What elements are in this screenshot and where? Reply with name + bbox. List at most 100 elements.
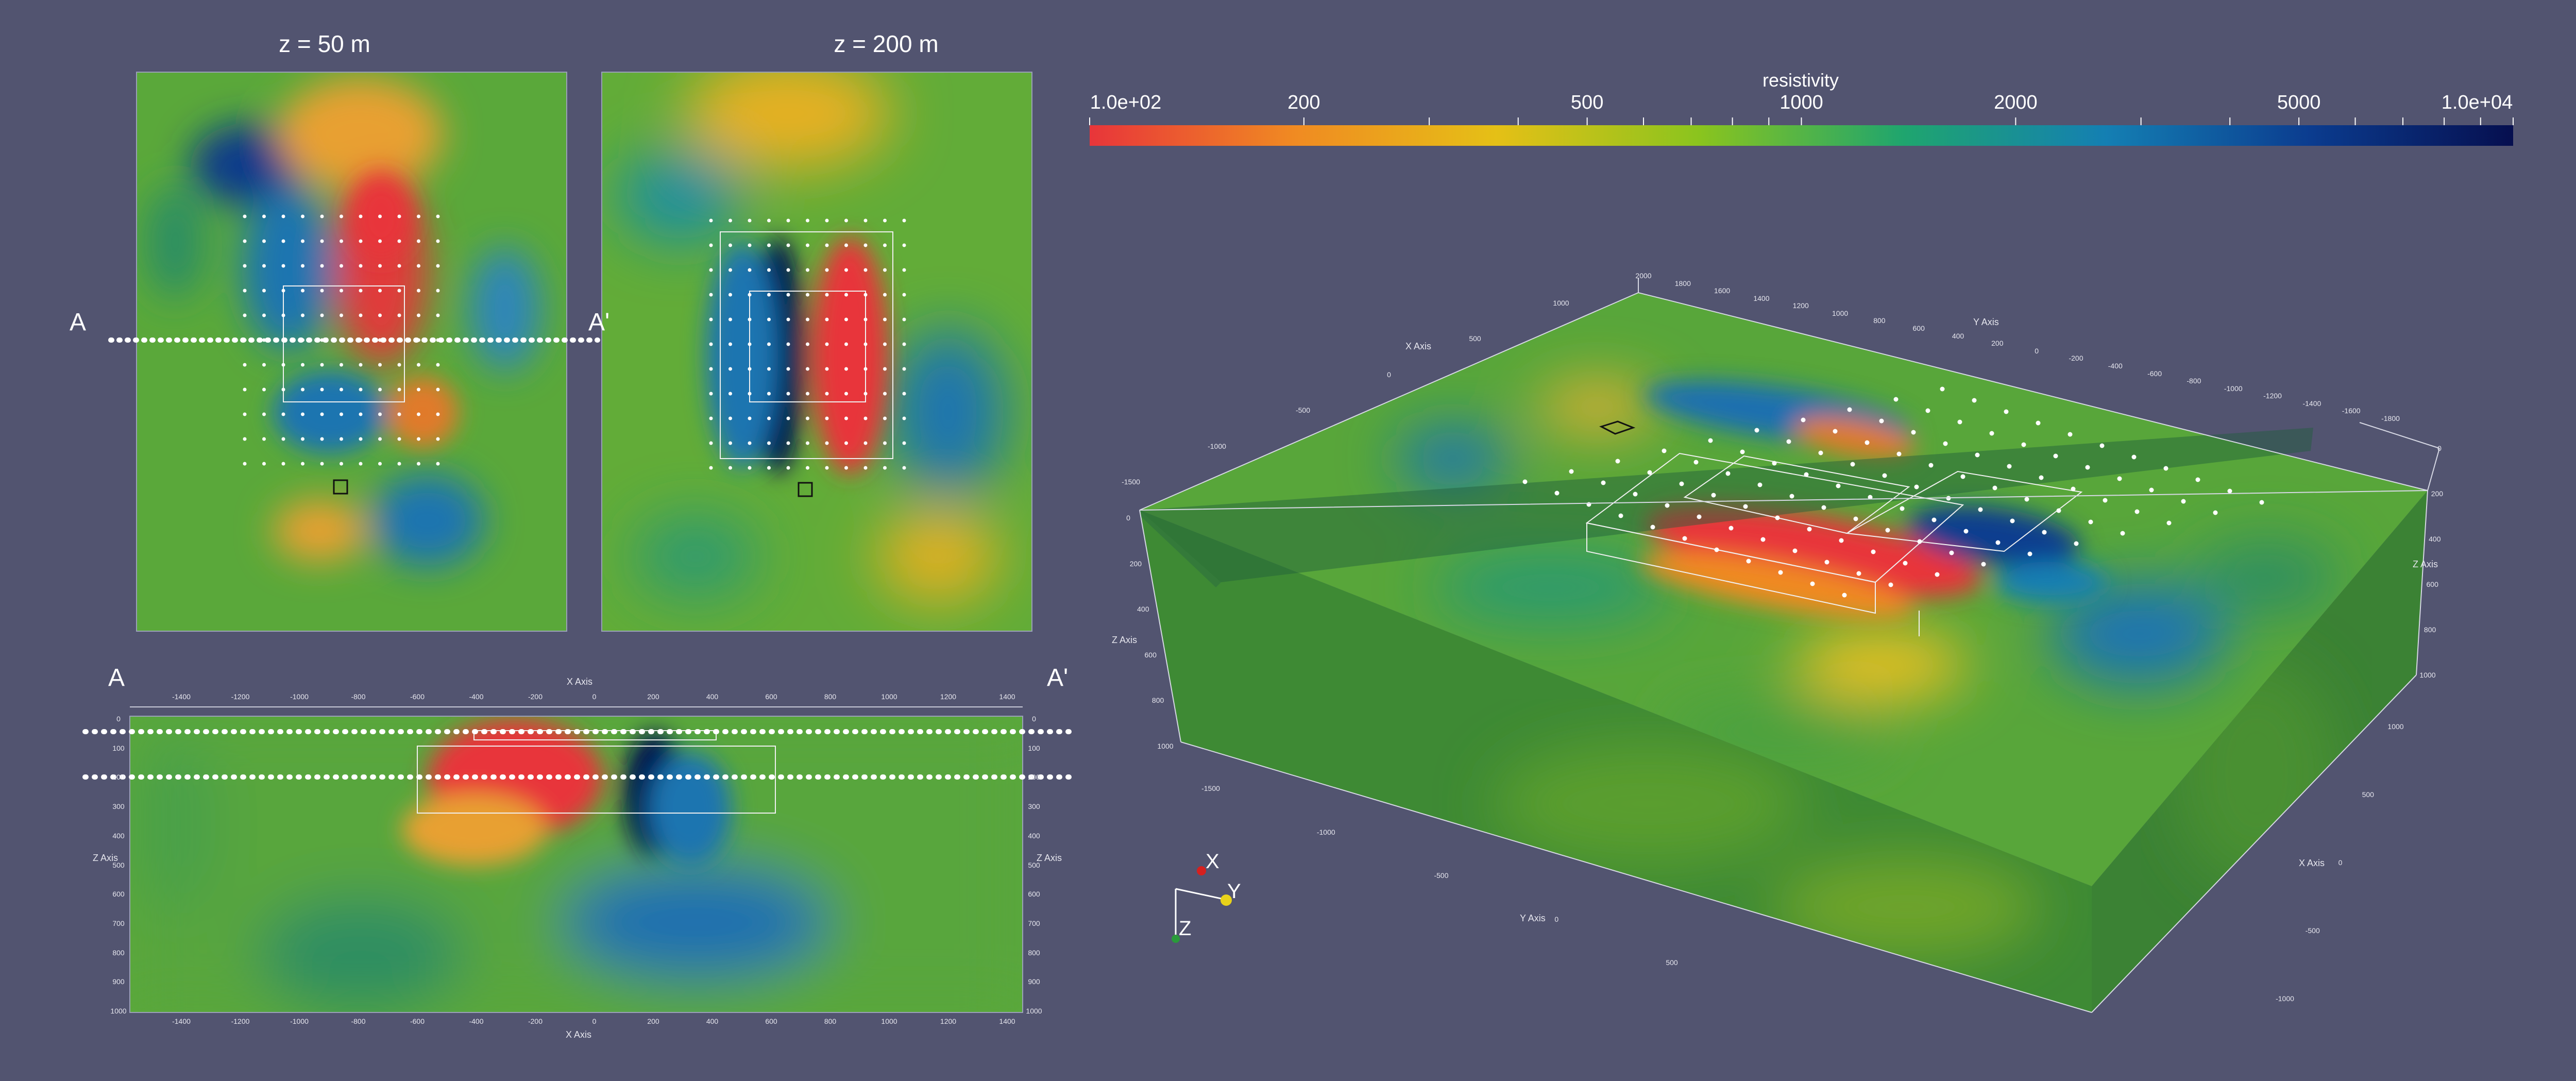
- station-dot: [863, 466, 868, 470]
- axis-tick-label: 600: [2426, 580, 2438, 588]
- station-dot: [2149, 487, 2154, 493]
- axis-tick-label: -1800: [2381, 414, 2400, 423]
- axis-tick-label: 1400: [999, 1017, 1015, 1025]
- station-dot: [340, 412, 343, 416]
- station-dot: [1792, 548, 1798, 553]
- station-dot: [1914, 484, 1919, 489]
- station-dot: [863, 392, 868, 396]
- station-dot: [281, 387, 285, 392]
- station-dot: [1871, 549, 1876, 554]
- station-dot: [844, 367, 848, 371]
- station-dot: [243, 412, 247, 416]
- station-dot: [767, 466, 771, 470]
- station-dot: [378, 264, 382, 268]
- station-dot: [243, 214, 247, 218]
- station-dot: [748, 293, 752, 297]
- station-dot: [748, 392, 752, 396]
- station-dot: [748, 416, 752, 420]
- block-x-axis-title-right: X Axis: [2299, 858, 2325, 868]
- axis-tick-label: 1000: [881, 692, 897, 701]
- axis-tick-label: -800: [2187, 377, 2201, 385]
- axis-tick-label: 1000: [1157, 742, 1174, 750]
- axis-tick-label: 800: [1873, 316, 1886, 325]
- station-dot: [1879, 418, 1884, 424]
- station-dot: [359, 387, 363, 392]
- station-dot: [825, 342, 829, 346]
- colorbar-label: 5000: [2277, 92, 2321, 113]
- station-dot: [863, 367, 868, 371]
- station-dot: [806, 367, 809, 371]
- axis-tick-label: 100: [1028, 744, 1040, 752]
- station-dot: [1618, 513, 1623, 518]
- station-dot: [397, 412, 401, 416]
- station-dot: [709, 218, 713, 223]
- station-dot: [1833, 429, 1838, 434]
- station-dot: [417, 239, 420, 243]
- station-dot: [1911, 430, 1916, 435]
- block-x-axis-title-top: X Axis: [1405, 341, 1432, 351]
- axis-tick-label: 1400: [999, 692, 1015, 701]
- station-dot: [2163, 466, 2168, 471]
- station-dot: [2227, 488, 2232, 494]
- station-dot: [2024, 497, 2029, 502]
- axis-tick-label: -400: [469, 1017, 484, 1025]
- station-dot: [786, 466, 790, 470]
- station-dot: [902, 466, 906, 470]
- tl-stations: [243, 214, 440, 466]
- axis-tick-label: -200: [528, 1017, 543, 1025]
- station-dot: [301, 412, 304, 416]
- station-dot: [243, 437, 247, 441]
- station-dot: [1972, 398, 1977, 403]
- colorbar-title: resistivity: [1762, 70, 1839, 91]
- station-dot: [436, 387, 440, 392]
- station-dot: [786, 218, 790, 223]
- marker-a-prime-map: A': [588, 309, 610, 336]
- station-dot: [825, 268, 829, 272]
- axis-tick-label: 0: [116, 715, 121, 723]
- station-dot: [1633, 492, 1638, 497]
- axis-tick-label: 700: [1028, 919, 1040, 927]
- z-axis-marker: [1172, 935, 1180, 943]
- station-dot: [417, 412, 420, 416]
- station-dot: [378, 214, 382, 218]
- station-dot: [728, 466, 732, 470]
- station-dot: [825, 392, 829, 396]
- station-dot: [1818, 450, 1823, 455]
- axis-tick-label: 200: [2431, 489, 2444, 498]
- station-dot: [786, 441, 790, 445]
- station-dot: [844, 317, 848, 322]
- station-dot: [1900, 506, 1905, 511]
- axis-tick-label: -500: [1434, 871, 1449, 880]
- station-dot: [359, 264, 363, 268]
- station-dot: [863, 317, 868, 322]
- axis-tick-label: 1000: [881, 1017, 897, 1025]
- station-dot: [2074, 541, 2079, 546]
- station-dot: [2259, 500, 2264, 505]
- axis-tick-label: 1000: [1832, 309, 1849, 317]
- axis-tick-label: 600: [1912, 324, 1925, 333]
- axis-tick-label: 200: [1129, 559, 1142, 568]
- station-dot: [262, 289, 266, 293]
- station-dot: [320, 412, 324, 416]
- station-dot: [1786, 439, 1791, 444]
- station-dot: [767, 392, 771, 396]
- station-dot: [902, 218, 906, 223]
- station-dot: [340, 462, 343, 466]
- axis-tick-label: 400: [706, 692, 719, 701]
- station-dot: [767, 293, 771, 297]
- marker-a-prime-section: A': [1047, 664, 1069, 691]
- station-dot: [1995, 540, 2001, 545]
- block-z-axis-title-right: Z Axis: [2413, 559, 2438, 569]
- station-dot: [844, 416, 848, 420]
- station-dot: [1708, 438, 1713, 443]
- station-dot: [378, 289, 382, 293]
- axis-tick-label: 0: [1032, 715, 1036, 723]
- station-dot: [262, 313, 266, 317]
- station-dot: [2056, 508, 2061, 513]
- station-dot: [863, 342, 868, 346]
- axis-tick-label: -1500: [1122, 478, 1140, 486]
- station-dot: [378, 437, 382, 441]
- station-dot: [262, 239, 266, 243]
- station-dot: [825, 317, 829, 322]
- axis-tick-label: 0: [1554, 915, 1559, 923]
